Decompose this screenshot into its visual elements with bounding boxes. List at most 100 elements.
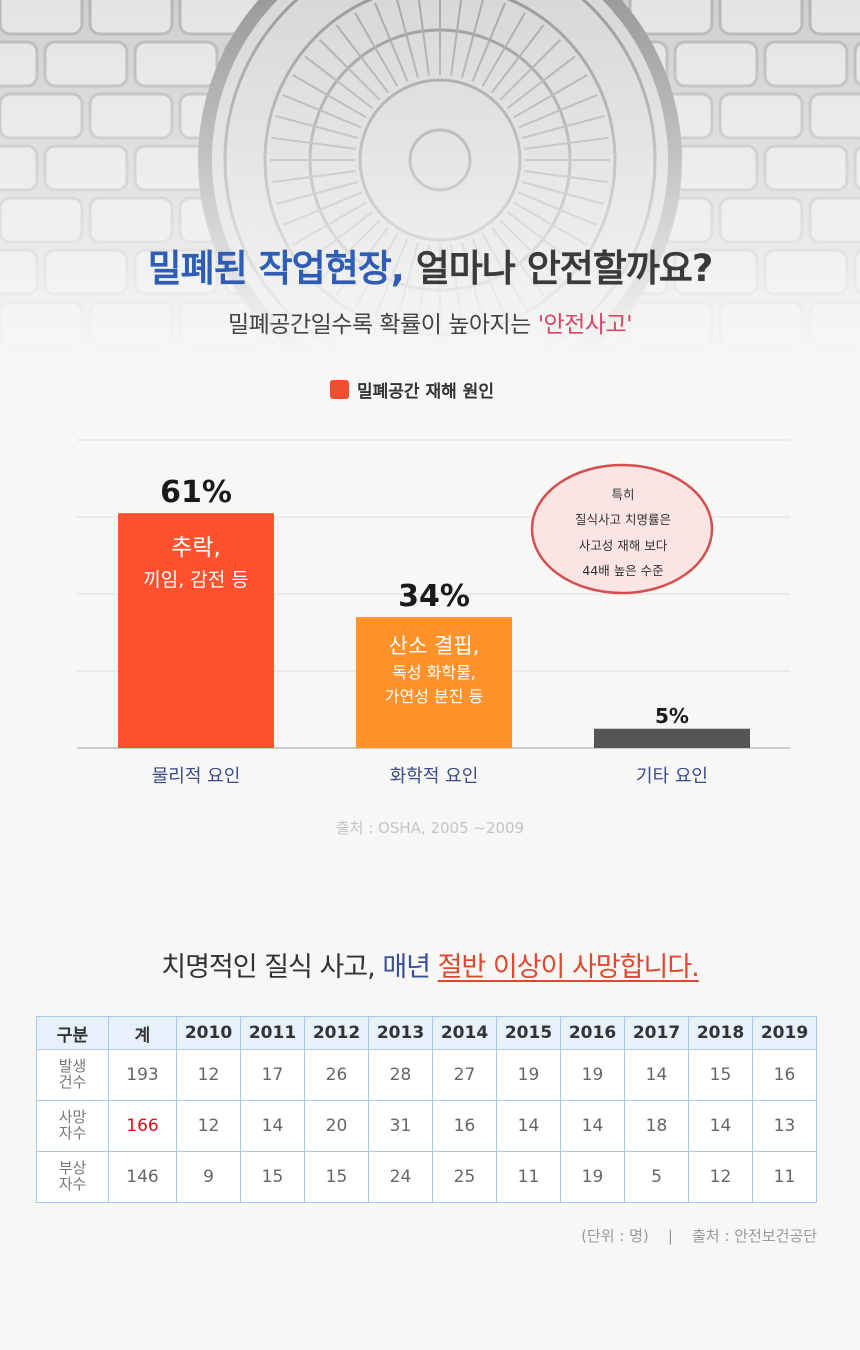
bubble-text-1: 특히 <box>611 487 635 502</box>
accident-stats-table: 구분 계 2010 2011 2012 2013 2014 2015 2016 … <box>36 1016 817 1203</box>
category-label: 물리적 요인 <box>152 766 241 787</box>
table-cell: 26 <box>304 1049 369 1101</box>
table-header-cell: 구분 <box>36 1016 109 1050</box>
category-label: 화학적 요인 <box>390 766 479 787</box>
table-cell: 24 <box>368 1151 433 1203</box>
table-cell: 12 <box>688 1151 753 1203</box>
unit-note: (단위 : 명) <box>581 1227 649 1245</box>
table-cell: 15 <box>688 1049 753 1101</box>
table-cell: 5 <box>624 1151 689 1203</box>
value-label: 61% <box>160 475 232 510</box>
table-cell: 12 <box>176 1049 241 1101</box>
value-label: 34% <box>398 579 470 614</box>
title-highlight: 밀폐된 작업현장, <box>147 247 405 290</box>
table-cell: 28 <box>368 1049 433 1101</box>
table-row: 사망 자수 166 12 14 20 31 16 14 14 18 14 13 <box>36 1100 817 1152</box>
table-cell: 14 <box>496 1100 561 1152</box>
table-cell: 27 <box>432 1049 497 1101</box>
table-cell: 14 <box>560 1100 625 1152</box>
footer-separator: | <box>667 1227 673 1245</box>
table-footer: (단위 : 명) | 출처 : 안전보건공단 <box>581 1225 817 1246</box>
row-label: 부상 자수 <box>36 1151 109 1203</box>
table-cell: 19 <box>560 1151 625 1203</box>
table-cell: 19 <box>560 1049 625 1101</box>
table-header-cell: 2017 <box>624 1016 689 1050</box>
bar-chart: 61% 34% 5% 물리적 요인 화학적 요인 기타 요인 <box>77 439 790 787</box>
table-cell: 15 <box>240 1151 305 1203</box>
bar-note-physical-2: 끼임, 감전 등 <box>143 569 249 591</box>
subtitle-main: 밀폐공간일수록 확률이 높아지는 <box>228 312 531 338</box>
row-label-line: 건수 <box>58 1073 87 1091</box>
table-cell: 17 <box>240 1049 305 1101</box>
row-label-line: 발생 <box>58 1057 87 1076</box>
bar <box>356 617 512 748</box>
table-cell: 15 <box>304 1151 369 1203</box>
bubble-text-2: 질식사고 치명률은 <box>575 512 671 527</box>
chart-source: 출처 : OSHA, 2005 ~2009 <box>335 819 525 837</box>
page-title: 밀폐된 작업현장, 얼마나 안전할까요? <box>0 238 860 292</box>
table-cell: 13 <box>752 1100 817 1152</box>
table-header-cell: 2015 <box>496 1016 561 1050</box>
table-cell: 11 <box>752 1151 817 1203</box>
category-label: 기타 요인 <box>636 766 708 787</box>
table-cell: 14 <box>240 1100 305 1152</box>
bar-note-physical-1: 추락, <box>171 535 221 561</box>
table-cell: 31 <box>368 1100 433 1152</box>
table-header-cell: 2011 <box>240 1016 305 1050</box>
row-label-line: 자수 <box>58 1124 87 1142</box>
table-cell: 11 <box>496 1151 561 1203</box>
table-cell: 14 <box>688 1100 753 1152</box>
table-row: 발생 건수 193 12 17 26 28 27 19 19 14 15 16 <box>36 1049 817 1101</box>
table-cell: 16 <box>752 1049 817 1101</box>
headline-part1: 치명적인 질식 사고, <box>161 952 375 983</box>
table-cell: 14 <box>624 1049 689 1101</box>
table-cell: 16 <box>432 1100 497 1152</box>
table-cell: 25 <box>432 1151 497 1203</box>
page-subtitle: 밀폐공간일수록 확률이 높아지는 '안전사고' <box>0 305 860 339</box>
chart-legend: 밀폐공간 재해 원인 <box>330 377 494 402</box>
row-label: 사망 자수 <box>36 1100 109 1152</box>
table-cell: 12 <box>176 1100 241 1152</box>
row-label: 발생 건수 <box>36 1049 109 1101</box>
table-header-cell: 2012 <box>304 1016 369 1050</box>
headline-part2: 매년 <box>382 952 431 983</box>
hero-background <box>0 0 860 360</box>
table-header-cell: 2016 <box>560 1016 625 1050</box>
speech-bubble <box>530 463 714 595</box>
value-label: 5% <box>655 704 689 728</box>
table-header-row: 구분 계 2010 2011 2012 2013 2014 2015 2016 … <box>36 1016 817 1050</box>
subtitle-highlight: '안전사고' <box>537 312 633 338</box>
table-header-cell: 2013 <box>368 1016 433 1050</box>
bar-note-chemical-1: 산소 결핍, <box>388 634 480 658</box>
bar <box>594 728 750 748</box>
table-row: 부상 자수 146 9 15 15 24 25 11 19 5 12 11 <box>36 1151 817 1203</box>
chart-value-labels: 61% 34% 5% <box>160 475 689 728</box>
table-cell: 193 <box>108 1049 177 1101</box>
bar-note-chemical-3: 가연성 분진 등 <box>384 687 484 706</box>
table-header-cell: 계 <box>108 1016 177 1050</box>
title-question: 얼마나 안전할까요? <box>415 247 714 290</box>
table-header-cell: 2014 <box>432 1016 497 1050</box>
table-cell: 146 <box>108 1151 177 1203</box>
legend-swatch <box>330 380 349 399</box>
chart-category-labels: 물리적 요인 화학적 요인 기타 요인 <box>152 766 708 787</box>
table-cell: 19 <box>496 1049 561 1101</box>
row-label-line: 자수 <box>58 1175 87 1193</box>
table-header-cell: 2010 <box>176 1016 241 1050</box>
bubble-text-4: 44배 높은 수준 <box>582 563 664 578</box>
chart-bars <box>118 513 750 748</box>
table-cell: 18 <box>624 1100 689 1152</box>
table-source: 출처 : 안전보건공단 <box>692 1227 817 1245</box>
table-header-cell: 2018 <box>688 1016 753 1050</box>
manhole-background-image <box>0 0 860 360</box>
headline-highlight: 절반 이상이 사망합니다. <box>437 952 700 983</box>
legend-label: 밀폐공간 재해 원인 <box>357 382 494 402</box>
bubble-text-3: 사고성 재해 보다 <box>578 538 668 553</box>
row-label-line: 부상 <box>58 1159 87 1178</box>
bar <box>118 513 274 748</box>
section-headline: 치명적인 질식 사고, 매년 절반 이상이 사망합니다. <box>0 945 860 984</box>
table-cell: 9 <box>176 1151 241 1203</box>
table-header-cell: 2019 <box>752 1016 817 1050</box>
table-cell-highlight: 166 <box>108 1100 177 1152</box>
row-label-line: 사망 <box>58 1108 87 1127</box>
